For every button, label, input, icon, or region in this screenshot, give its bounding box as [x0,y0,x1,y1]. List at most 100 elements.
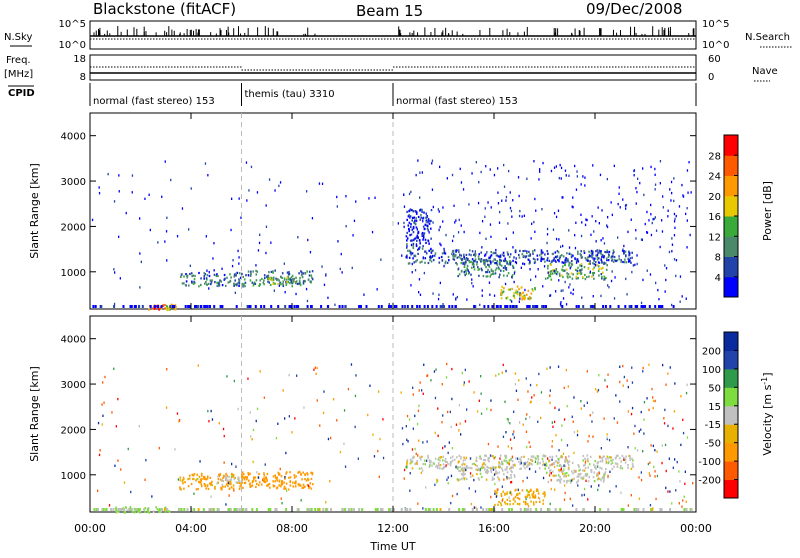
ground-cell [248,305,251,308]
ground-cell [365,305,368,308]
scatter-cell-3 [275,478,278,481]
echo-cell [207,174,209,177]
scatter-cell-8 [552,269,554,272]
echo-cell [412,386,414,389]
echo-cell [423,363,425,366]
ground-cell [358,508,361,511]
echo-cell [225,503,227,506]
echo-cell [553,166,556,169]
ground-cell [416,305,419,308]
scatter-cell-9 [408,228,411,231]
scatter-cell-1 [218,473,220,477]
echo-cell [512,246,514,249]
scatter-cell-5 [446,261,449,264]
echo-cell [689,233,691,237]
echo-cell [403,193,405,196]
scatter-cell-5 [432,259,435,262]
scatter-cell-7 [501,291,504,294]
scatter-cell-6 [478,268,481,271]
scatter-cell-4 [554,460,557,463]
scatter-cell-2 [216,273,218,276]
echo-cell [380,258,382,261]
echo-cell [525,377,527,380]
echo-cell [690,191,692,194]
scatter-cell-7 [552,474,555,477]
echo-cell [619,206,621,209]
scatter-cell-9 [430,237,432,240]
echo-cell [553,420,556,424]
scatter-cell-5 [601,261,603,264]
scatter-cell-7 [560,478,562,481]
ground-cell [395,305,398,308]
scatter-cell-5 [533,249,536,252]
scatter-cell-5 [575,259,578,262]
echo-cell [529,260,531,263]
scatter-cell-5 [553,257,556,260]
scatter-cell-8 [576,272,579,275]
velocity-heatmap [93,316,694,514]
scatter-cell-6 [507,263,510,266]
echo-cell [388,303,390,306]
scatter-cell-4 [594,460,596,463]
scatter-cell-2 [183,275,185,278]
scatter-cell-2 [231,475,233,478]
echo-cell [596,390,598,393]
velocity-colorbar-swatch [724,350,738,370]
scatter-cell-5 [536,254,539,257]
scatter-cell-4 [503,459,506,462]
scatter-cell-6 [506,492,508,496]
scatter-cell-5 [544,253,546,256]
echo-cell [498,477,500,481]
echo-cell [447,482,449,485]
echo-cell [523,262,526,266]
scatter-cell-9 [421,234,424,237]
scatter-cell-1 [228,487,231,490]
ground-cell [196,305,199,308]
echo-cell [314,366,316,369]
echo-cell [255,264,257,267]
scatter-cell-4 [558,461,560,464]
echo-cell [410,253,412,256]
scatter-cell-7 [511,287,513,290]
echo-cell [445,464,447,467]
echo-cell [506,417,508,421]
power-colorbar-swatch [724,175,738,197]
scatter-cell-6 [506,503,509,506]
echo-cell [569,283,571,286]
echo-cell [679,480,681,483]
ground-cell [267,508,270,511]
echo-cell [546,233,549,236]
scatter-cell-3 [287,488,290,491]
echo-cell [456,295,458,299]
scatter-cell-0 [133,511,136,514]
scatter-cell-6 [509,260,511,263]
echo-cell [572,206,574,209]
echo-cell [403,225,405,229]
scatter-cell-4 [620,465,622,468]
scatter-cell-5 [495,466,497,469]
scatter-cell-5 [612,260,615,263]
echo-cell [117,397,119,401]
scatter-cell-7 [530,297,532,300]
echo-cell [471,278,473,281]
scatter-cell-3 [247,473,250,476]
scatter-cell-2 [210,281,213,284]
scatter-cell-5 [434,252,437,255]
scatter-cell-4 [287,281,290,284]
echo-cell [659,245,661,249]
echo-cell [347,387,350,391]
scatter-cell-6 [512,266,515,269]
scatter-cell-5 [486,470,489,473]
scatter-cell-1 [226,483,228,486]
scatter-cell-4 [482,466,485,469]
scatter-cell-9 [420,216,422,219]
scatter-cell-8 [556,271,559,274]
echo-cell [631,270,633,274]
echo-cell [316,366,318,370]
ground-cell [307,508,310,511]
scatter-cell-2 [221,483,224,486]
scatter-cell-6 [494,269,497,272]
echo-cell [568,229,570,232]
scatter-cell-6 [463,263,466,266]
echo-cell [650,233,653,237]
